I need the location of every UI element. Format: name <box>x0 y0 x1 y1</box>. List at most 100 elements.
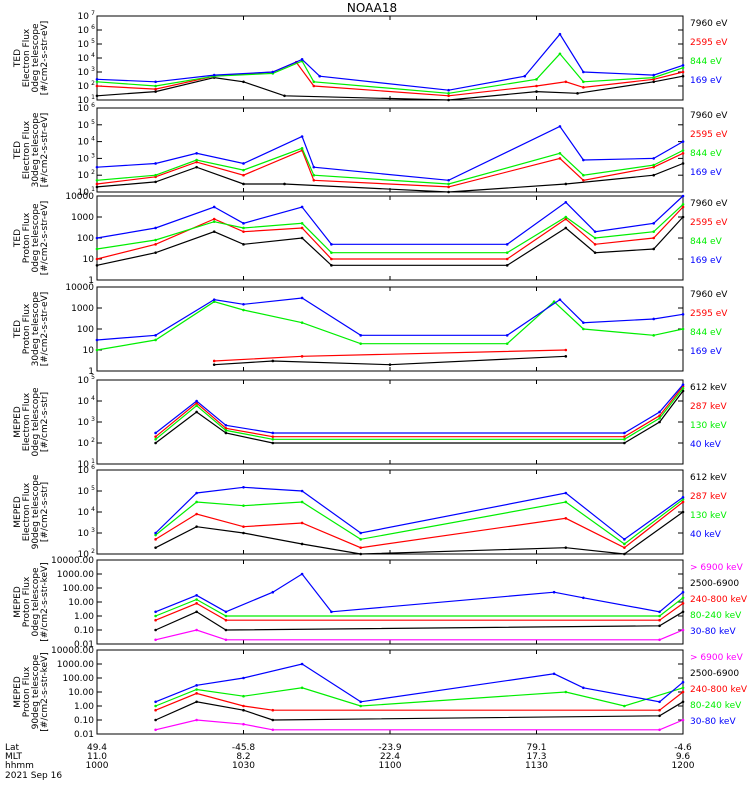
data-point <box>681 690 685 694</box>
data-point <box>300 321 304 324</box>
data-point <box>623 704 626 708</box>
y-tick-exponent: 5 <box>91 119 95 126</box>
panel-8: 0.010.101.0010.00100.001000.0010000.00ME… <box>13 646 748 740</box>
data-point <box>681 686 685 690</box>
series-line-1 <box>155 719 684 731</box>
legend-entry: 240-800 keV <box>690 685 748 695</box>
data-point <box>271 708 275 712</box>
data-point <box>564 215 568 219</box>
data-point <box>681 327 685 331</box>
y-tick-label: 10 <box>78 104 90 114</box>
data-point <box>652 317 655 321</box>
data-point <box>95 247 99 251</box>
data-point <box>242 182 245 186</box>
data-point <box>681 70 685 74</box>
data-point <box>359 531 363 535</box>
data-point <box>224 610 228 614</box>
data-point <box>154 614 157 618</box>
series-line-2 <box>155 501 684 549</box>
data-point <box>564 355 568 358</box>
series-line-1 <box>155 629 684 641</box>
data-point <box>582 70 585 74</box>
legend-entry: 7960 eV <box>690 19 728 29</box>
data-point <box>154 638 157 642</box>
data-point <box>681 596 685 600</box>
data-point <box>300 58 304 61</box>
data-point <box>652 80 655 84</box>
y-tick-label: 10 <box>78 508 90 518</box>
data-point <box>658 700 661 704</box>
data-point <box>558 157 562 160</box>
y-axis-label-line: 0deg telescope <box>31 567 41 637</box>
data-point <box>195 688 198 691</box>
y-tick-exponent: 4 <box>91 52 95 59</box>
y-tick-label: 100.00 <box>63 674 95 684</box>
data-point <box>154 238 157 242</box>
y-axis-label-line: 30deg telescope <box>31 291 41 366</box>
panel-frame <box>96 107 684 193</box>
data-point <box>447 98 450 102</box>
data-point <box>95 338 99 342</box>
data-point <box>359 704 363 708</box>
data-point <box>330 610 333 614</box>
data-point <box>224 427 228 430</box>
y-axis-label-line: TED <box>13 229 23 248</box>
y-tick-label: 10 <box>78 376 90 386</box>
y-axis-label: TEDElectron Flux30deg telescope[#/cm2-s-… <box>13 112 50 187</box>
data-point <box>681 610 685 614</box>
data-point <box>681 194 685 198</box>
y-tick-exponent: 5 <box>91 38 95 45</box>
data-point <box>582 86 585 89</box>
data-point <box>552 672 556 676</box>
y-axis-label-line: Electron Flux <box>22 482 32 541</box>
legend-entry: 240-800 keV <box>690 595 748 605</box>
series-line-4 <box>155 384 684 434</box>
data-point <box>447 185 450 189</box>
data-point <box>447 178 450 182</box>
data-point <box>242 303 245 306</box>
y-axis-label-line: [#/cm2-s-str-eV] <box>40 21 50 96</box>
data-point <box>681 66 685 70</box>
y-tick-label: 10000 <box>65 192 94 202</box>
series-line-4 <box>155 486 684 541</box>
data-point <box>95 78 99 81</box>
series-line-2 <box>155 701 684 721</box>
y-axis-label-line: [#/cm2-s-str-eV] <box>40 201 50 276</box>
data-point <box>681 628 685 632</box>
y-tick-label: 10 <box>78 550 90 560</box>
data-point <box>271 728 275 732</box>
data-point <box>95 94 99 98</box>
legend-entry: 169 eV <box>690 168 723 178</box>
data-point <box>154 173 157 177</box>
y-tick-exponent: 5 <box>91 485 95 492</box>
series-line-1 <box>214 355 566 366</box>
legend-entry: 169 eV <box>690 76 723 86</box>
data-point <box>564 690 568 694</box>
data-point <box>593 243 597 246</box>
y-tick-label: 1 <box>88 367 94 377</box>
y-axis-label-line: MEPED <box>13 586 23 618</box>
data-point <box>154 546 157 549</box>
series-line-2 <box>96 206 684 260</box>
data-point <box>154 80 157 84</box>
data-point <box>658 708 661 712</box>
data-point <box>242 80 245 84</box>
data-point <box>558 152 562 155</box>
data-point <box>623 431 626 435</box>
data-point <box>359 538 363 541</box>
y-tick-label: 10 <box>78 487 90 497</box>
data-point <box>582 686 585 690</box>
legend-entry: 30-80 keV <box>690 627 736 637</box>
data-point <box>652 247 655 251</box>
data-point <box>359 700 363 704</box>
data-point <box>195 500 198 504</box>
data-point <box>195 401 198 405</box>
y-tick-label: 100 <box>77 325 94 335</box>
data-point <box>271 718 275 722</box>
footer-value: 1030 <box>232 761 255 771</box>
footer-value: 79.1 <box>526 743 546 753</box>
y-axis-label: TEDProton Flux0deg telescope[#/cm2-s-str… <box>13 201 50 276</box>
data-point <box>154 728 157 732</box>
data-point <box>283 182 286 186</box>
